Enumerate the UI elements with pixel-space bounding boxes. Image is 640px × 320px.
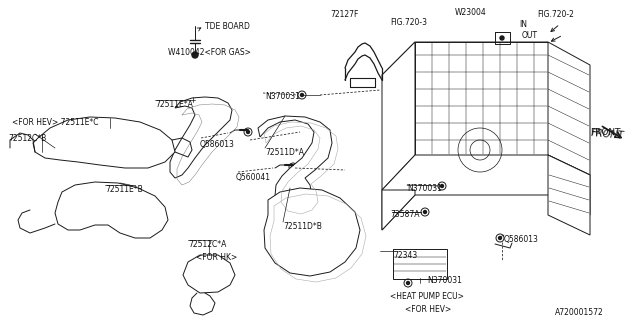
Circle shape — [192, 52, 198, 58]
Polygon shape — [382, 190, 415, 230]
Polygon shape — [33, 117, 175, 168]
Text: N370031: N370031 — [427, 276, 462, 285]
Circle shape — [406, 282, 410, 284]
Circle shape — [246, 131, 250, 133]
Circle shape — [499, 236, 502, 239]
Text: 73587A: 73587A — [390, 210, 419, 219]
Text: <FOR HK>: <FOR HK> — [196, 253, 237, 262]
Polygon shape — [55, 182, 168, 238]
Text: 72511D*A: 72511D*A — [265, 148, 304, 157]
Polygon shape — [548, 155, 590, 235]
Polygon shape — [264, 188, 360, 276]
Text: Q586013: Q586013 — [200, 140, 235, 149]
Text: Q560041: Q560041 — [236, 173, 271, 182]
Text: FRONT: FRONT — [590, 128, 621, 137]
Text: 72511E*B: 72511E*B — [105, 185, 143, 194]
Text: FIG.720-3: FIG.720-3 — [390, 18, 427, 27]
Text: 72512C*B: 72512C*B — [8, 134, 46, 143]
Circle shape — [500, 36, 504, 40]
Text: 72511D*B: 72511D*B — [283, 222, 322, 231]
Polygon shape — [382, 42, 415, 190]
Text: IN: IN — [519, 20, 527, 29]
Polygon shape — [170, 97, 232, 178]
Circle shape — [291, 165, 294, 169]
Text: N370031: N370031 — [265, 92, 300, 101]
Text: <FOR HEV>: <FOR HEV> — [405, 305, 451, 314]
Text: TDE BOARD: TDE BOARD — [205, 22, 250, 31]
Circle shape — [301, 93, 303, 97]
Text: N370031: N370031 — [407, 184, 442, 193]
Text: A720001572: A720001572 — [555, 308, 604, 317]
Text: 72343: 72343 — [393, 251, 417, 260]
Text: FIG.720-2: FIG.720-2 — [537, 10, 574, 19]
Text: <FOR HEV> 72511E*C: <FOR HEV> 72511E*C — [12, 118, 99, 127]
Text: OUT: OUT — [522, 31, 538, 40]
Text: 72511E*A: 72511E*A — [155, 100, 193, 109]
Text: W23004: W23004 — [455, 8, 487, 17]
Text: 72512C*A: 72512C*A — [188, 240, 227, 249]
Bar — [393, 249, 447, 279]
Polygon shape — [415, 42, 548, 155]
Circle shape — [440, 185, 444, 188]
Polygon shape — [382, 155, 590, 230]
Text: W410042<FOR GAS>: W410042<FOR GAS> — [168, 48, 251, 57]
Text: 72127F: 72127F — [330, 10, 358, 19]
Polygon shape — [258, 116, 332, 208]
Polygon shape — [183, 255, 235, 293]
Polygon shape — [548, 42, 590, 175]
Polygon shape — [382, 42, 548, 75]
Text: <HEAT PUMP ECU>: <HEAT PUMP ECU> — [390, 292, 464, 301]
Circle shape — [424, 211, 426, 213]
Text: Q586013: Q586013 — [504, 235, 539, 244]
Text: FRONT: FRONT — [591, 128, 625, 141]
